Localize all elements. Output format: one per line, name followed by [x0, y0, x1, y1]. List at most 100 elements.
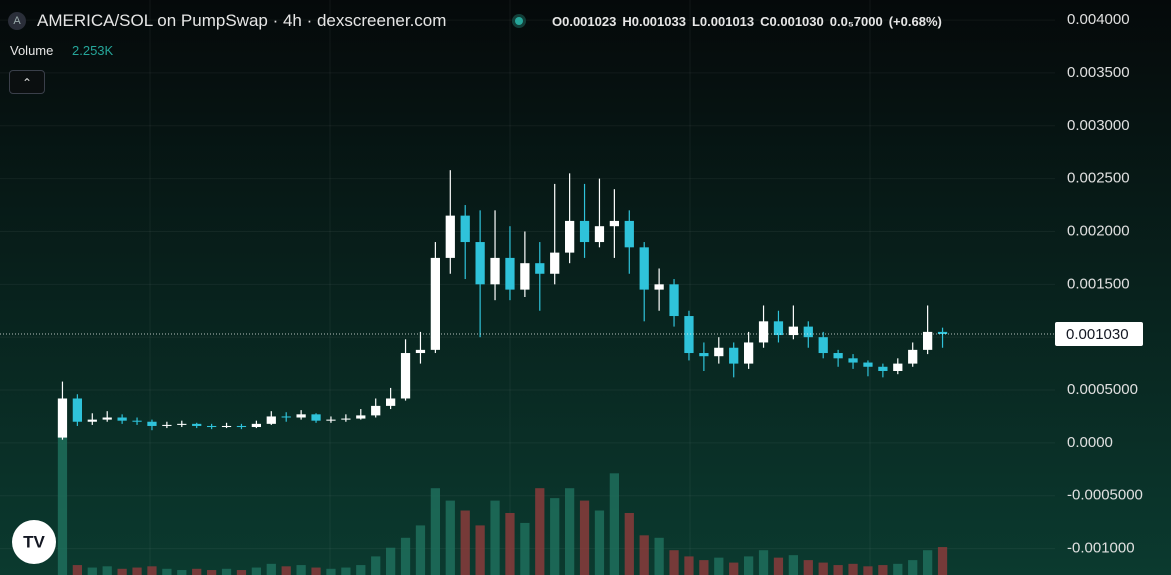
last-price-box: [1055, 322, 1143, 347]
candle-body: [311, 414, 321, 421]
ohlc-item: C0.001030: [760, 14, 824, 29]
volume-bar: [87, 567, 97, 575]
status-dot-ring: [512, 14, 526, 28]
candle-body: [251, 423, 261, 428]
volume-bar: [475, 525, 485, 575]
volume-bar: [535, 488, 545, 575]
volume-label: Volume: [10, 43, 54, 58]
candle-body: [266, 416, 276, 424]
volume-bar: [266, 563, 276, 575]
y-tick-label: 0.002000: [1067, 222, 1130, 239]
volume-bar: [684, 556, 694, 575]
candle-body: [654, 284, 664, 290]
y-tick-label: 0.0005000: [1067, 381, 1138, 398]
candle-body: [788, 326, 798, 336]
volume-bar: [744, 556, 754, 575]
candle-body: [415, 349, 426, 354]
y-tick-label: 0.001500: [1067, 275, 1130, 292]
candle-body: [475, 242, 485, 285]
candle-body: [296, 414, 306, 418]
candle-body: [341, 418, 351, 420]
candle-body: [565, 220, 575, 253]
volume-bar: [445, 500, 455, 575]
volume-bar: [520, 522, 530, 575]
y-tick-label: -0.0005000: [1067, 487, 1143, 504]
candle-body: [505, 257, 515, 290]
candle-body: [520, 263, 530, 290]
volume-bar: [251, 567, 261, 575]
chart-title: AMERICA/SOL on PumpSwap · 4h · dexscreen…: [37, 11, 447, 30]
volume-bar: [639, 535, 649, 575]
volume-bar: [714, 557, 724, 575]
candle-body: [371, 405, 381, 416]
candle-body: [550, 252, 560, 274]
token-icon: A: [8, 12, 26, 30]
candle-body: [147, 421, 157, 426]
candle-body: [758, 321, 769, 343]
volume-bar: [430, 488, 440, 575]
candle-body: [863, 362, 873, 367]
y-tick-label: 0.0000: [1067, 434, 1113, 451]
volume-bar: [773, 557, 784, 575]
candle-body: [400, 353, 411, 399]
volume-bar: [654, 537, 664, 575]
candle-body: [773, 321, 784, 336]
volume-bar: [341, 567, 351, 575]
ohlc-item: 0.0₅7000: [829, 14, 883, 29]
volume-value: 2.253K: [72, 43, 114, 58]
volume-bar: [147, 566, 157, 575]
candle-body: [684, 316, 694, 354]
candle-body: [699, 353, 709, 357]
candle-body: [281, 416, 291, 418]
volume-bar: [818, 562, 828, 575]
volume-bar: [594, 510, 605, 575]
volume-bar: [177, 570, 187, 575]
candle-body: [192, 423, 202, 426]
last-price-label: 0.001030: [1066, 326, 1129, 343]
volume-bar: [162, 568, 172, 575]
candle-body: [893, 363, 903, 372]
volume-bar: [296, 565, 306, 575]
volume-bar: [311, 567, 321, 575]
candle-body: [117, 417, 127, 421]
volume-bar: [460, 510, 470, 575]
candle-body: [132, 420, 142, 422]
volume-bar: [236, 570, 247, 575]
svg-text:TV: TV: [23, 532, 45, 551]
ohlc-item: O0.001023: [552, 14, 617, 29]
candle-body: [162, 424, 172, 426]
y-tick-label: -0.001000: [1067, 540, 1135, 557]
volume-bar: [72, 565, 82, 575]
tradingview-logo[interactable]: TV: [12, 520, 56, 564]
volume-bar: [788, 555, 798, 575]
volume-bar: [400, 537, 411, 575]
volume-bar: [326, 568, 336, 575]
volume-bar: [505, 513, 515, 575]
volume-bar: [579, 500, 590, 575]
volume-bar: [923, 550, 933, 575]
volume-bar: [117, 568, 127, 575]
volume-bar: [371, 556, 381, 575]
volume-bar: [57, 434, 68, 575]
y-tick-label: 0.003000: [1067, 117, 1130, 134]
candle-body: [923, 331, 933, 350]
collapse-button[interactable]: ⌃: [9, 70, 45, 94]
candle-body: [848, 358, 858, 363]
volume-bar: [207, 570, 217, 575]
volume-bar: [624, 513, 634, 575]
candle-body: [460, 215, 470, 243]
volume-bar: [803, 560, 813, 575]
candle-body: [430, 257, 440, 350]
volume-bar: [221, 568, 232, 575]
candle-body: [594, 226, 605, 243]
volume-bar: [490, 500, 500, 575]
candle-body: [236, 425, 247, 428]
candle-body: [579, 220, 590, 243]
y-tick-label: 0.002500: [1067, 170, 1130, 187]
candle-body: [803, 326, 813, 338]
candle-body: [102, 417, 112, 420]
volume-bar: [102, 566, 112, 575]
volume-bar: [863, 566, 873, 575]
